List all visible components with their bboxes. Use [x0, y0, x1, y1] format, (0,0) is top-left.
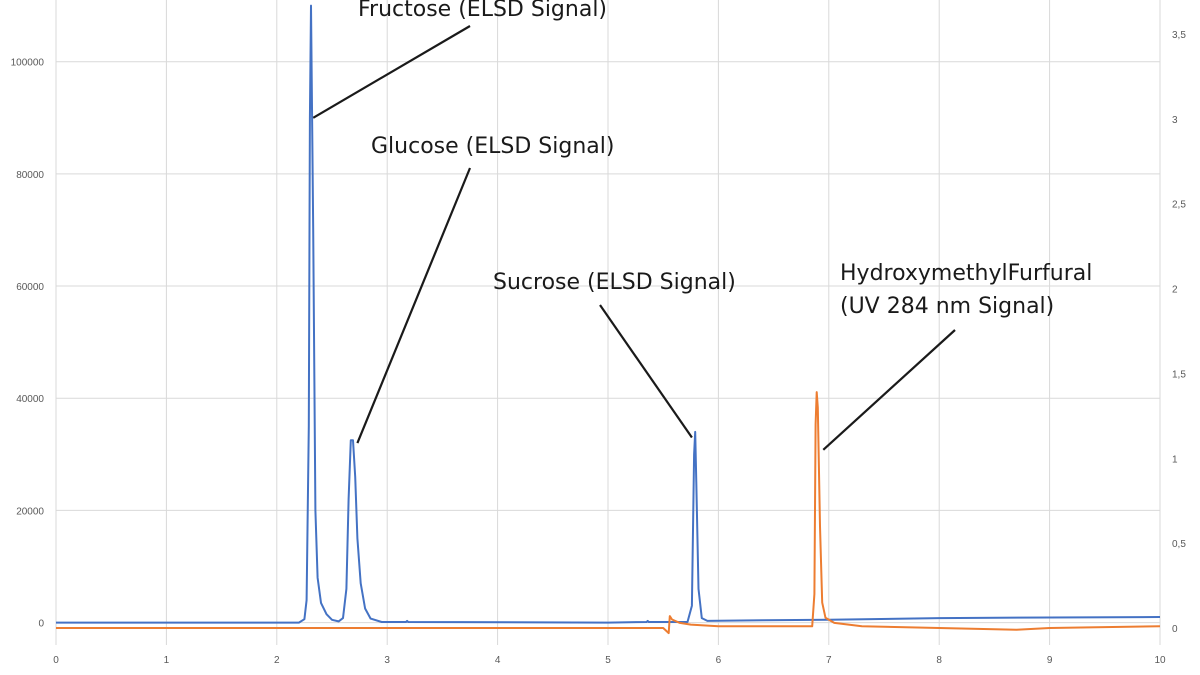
x-tick-label: 4	[495, 655, 501, 666]
annotation-pointer-line	[356, 167, 472, 444]
series-line-2	[56, 391, 1161, 635]
y-right-tick-label: 0,5	[1172, 539, 1186, 550]
series-line-1	[56, 4, 1161, 624]
x-tick-label: 1	[164, 655, 170, 666]
annotation-label: Fructose (ELSD Signal)	[358, 0, 607, 22]
y-right-tick-label: 3,5	[1172, 30, 1186, 41]
x-tick-label: 3	[384, 655, 390, 666]
series-group	[56, 4, 1161, 635]
x-tick-label: 7	[826, 655, 832, 666]
annotation-label: HydroxymethylFurfural	[840, 261, 1092, 286]
y-right-tick-label: 0	[1172, 624, 1178, 635]
annotation-pointer-line	[599, 304, 693, 439]
annotation: HydroxymethylFurfural (UV 284 nm Signal)	[822, 261, 1092, 451]
y-left-tick-label: 60000	[16, 282, 44, 293]
x-tick-label: 0	[53, 655, 59, 666]
y-left-tick-label: 40000	[16, 394, 44, 405]
annotation-label: Glucose (ELSD Signal)	[371, 134, 614, 159]
x-tick-label: 6	[716, 655, 722, 666]
y-left-tick-label: 20000	[16, 506, 44, 517]
annotation-label: (UV 284 nm Signal)	[840, 294, 1054, 319]
annotation-label: Sucrose (ELSD Signal)	[493, 270, 736, 295]
annotation: Fructose (ELSD Signal)	[312, 0, 607, 119]
x-tick-label: 8	[936, 655, 942, 666]
annotations: Fructose (ELSD Signal) Glucose (ELSD Sign…	[312, 0, 1092, 451]
y-right-tick-label: 2	[1172, 285, 1178, 296]
x-tick-label: 5	[605, 655, 611, 666]
axes: 0 1 2 3 4 5 6 7 8 9 100200004000060000800001000000…	[11, 30, 1187, 666]
x-tick-label: 9	[1047, 655, 1053, 666]
x-tick-label: 10	[1154, 655, 1166, 666]
y-left-tick-label: 80000	[16, 170, 44, 181]
y-left-tick-label: 100000	[11, 58, 45, 69]
annotation-pointer-line	[822, 329, 956, 451]
x-tick-label: 2	[274, 655, 280, 666]
y-right-tick-label: 1,5	[1172, 369, 1186, 380]
annotation-pointer-line	[312, 25, 471, 119]
grid	[55, 0, 1161, 645]
annotation: Sucrose (ELSD Signal)	[493, 270, 736, 439]
y-right-tick-label: 2,5	[1172, 200, 1186, 211]
annotation: Glucose (ELSD Signal)	[356, 134, 614, 444]
y-right-tick-label: 1	[1172, 454, 1178, 465]
y-right-tick-label: 3	[1172, 115, 1178, 126]
y-left-tick-label: 0	[38, 619, 44, 630]
